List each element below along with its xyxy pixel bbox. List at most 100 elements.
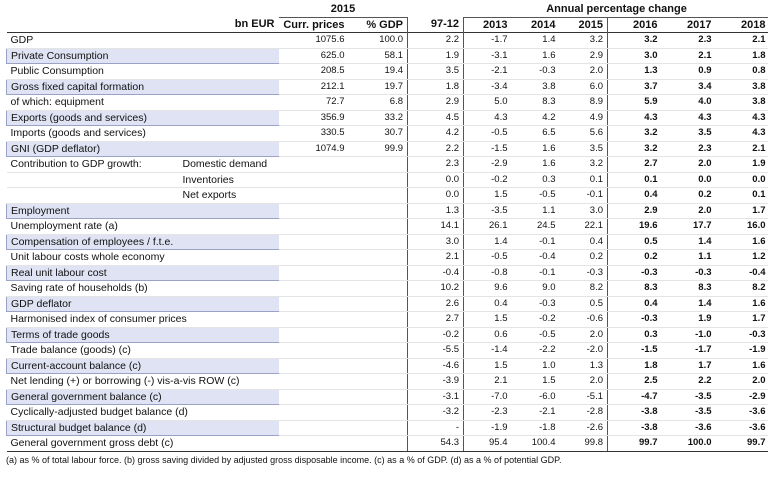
- cell-curr-prices: [279, 343, 349, 359]
- row-label: [7, 188, 179, 204]
- cell-year-value: -3.6: [662, 420, 716, 436]
- col-curr-prices-header: Curr. prices: [279, 17, 349, 33]
- cell-year-value: 9.0: [512, 281, 560, 297]
- cell-year-value: -0.2: [512, 312, 560, 328]
- col-year-header: 2014: [512, 17, 560, 33]
- row-label: Trade balance (goods) (c): [7, 343, 179, 359]
- cell-year-value: 1.5: [464, 188, 512, 204]
- cell-year-value: 4.3: [464, 110, 512, 126]
- row-sublabel: [179, 358, 279, 374]
- cell-pct-gdp: [349, 188, 408, 204]
- cell-pct-gdp: [349, 219, 408, 235]
- header-row-groups: 2015 Annual percentage change: [7, 2, 768, 17]
- col-year-header: 2016: [608, 17, 662, 33]
- cell-year-value: -2.0: [560, 343, 608, 359]
- row-sublabel: Net exports: [179, 188, 279, 204]
- cell-year-value: 0.3: [512, 172, 560, 188]
- cell-year-value: 1.1: [512, 203, 560, 219]
- cell-year-value: 1.6: [512, 141, 560, 157]
- cell-year-value: -0.1: [560, 188, 608, 204]
- cell-year-value: 3.2: [608, 126, 662, 142]
- cell-curr-prices: 1074.9: [279, 141, 349, 157]
- cell-year-value: 0.0: [662, 172, 716, 188]
- row-sublabel: Inventories: [179, 172, 279, 188]
- cell-year-value: -1.0: [662, 327, 716, 343]
- row-label: Exports (goods and services): [7, 110, 179, 126]
- cell-year-value: 99.8: [560, 436, 608, 452]
- row-label: Saving rate of households (b): [7, 281, 179, 297]
- cell-curr-prices: [279, 420, 349, 436]
- cell-year-value: 2.9: [560, 48, 608, 64]
- row-label: Contribution to GDP growth:: [7, 157, 179, 173]
- col-year-header: 2017: [662, 17, 716, 33]
- cell-year-value: -0.4: [512, 250, 560, 266]
- cell-9712: 2.2: [408, 33, 464, 49]
- cell-year-value: 4.3: [716, 126, 768, 142]
- cell-year-value: -0.1: [512, 265, 560, 281]
- cell-year-value: 0.4: [608, 296, 662, 312]
- cell-pct-gdp: [349, 405, 408, 421]
- cell-year-value: 4.2: [512, 110, 560, 126]
- cell-9712: -: [408, 420, 464, 436]
- row-sublabel: [179, 420, 279, 436]
- row-label: Unemployment rate (a): [7, 219, 179, 235]
- cell-curr-prices: [279, 389, 349, 405]
- row-label: General government balance (c): [7, 389, 179, 405]
- cell-pct-gdp: [349, 420, 408, 436]
- cell-year-value: -2.9: [464, 157, 512, 173]
- cell-9712: 2.9: [408, 95, 464, 111]
- cell-year-value: 2.0: [716, 374, 768, 390]
- cell-year-value: -0.5: [464, 250, 512, 266]
- cell-year-value: -5.1: [560, 389, 608, 405]
- cell-year-value: 16.0: [716, 219, 768, 235]
- table-row: Net lending (+) or borrowing (-) vis-a-v…: [7, 374, 768, 390]
- cell-pct-gdp: [349, 250, 408, 266]
- cell-pct-gdp: 33.2: [349, 110, 408, 126]
- cell-year-value: 6.5: [512, 126, 560, 142]
- cell-year-value: 99.7: [716, 436, 768, 452]
- row-label: of which: equipment: [7, 95, 179, 111]
- cell-9712: 1.3: [408, 203, 464, 219]
- cell-year-value: 0.2: [608, 250, 662, 266]
- cell-year-value: -1.8: [512, 420, 560, 436]
- cell-year-value: 0.9: [662, 64, 716, 80]
- row-sublabel: [179, 281, 279, 297]
- cell-year-value: -3.5: [662, 405, 716, 421]
- cell-year-value: 1.0: [512, 358, 560, 374]
- cell-year-value: 4.3: [662, 110, 716, 126]
- row-sublabel: [179, 234, 279, 250]
- row-label: Imports (goods and services): [7, 126, 179, 142]
- cell-9712: -3.1: [408, 389, 464, 405]
- cell-pct-gdp: [349, 157, 408, 173]
- cell-year-value: 0.6: [464, 327, 512, 343]
- cell-pct-gdp: [349, 343, 408, 359]
- cell-year-value: 3.5: [662, 126, 716, 142]
- cell-year-value: 1.4: [662, 234, 716, 250]
- cell-year-value: -2.2: [512, 343, 560, 359]
- cell-year-value: 1.4: [464, 234, 512, 250]
- cell-curr-prices: [279, 296, 349, 312]
- cell-pct-gdp: 100.0: [349, 33, 408, 49]
- cell-year-value: 2.1: [464, 374, 512, 390]
- cell-9712: 14.1: [408, 219, 464, 235]
- cell-9712: 1.8: [408, 79, 464, 95]
- cell-year-value: 1.3: [608, 64, 662, 80]
- cell-year-value: 2.7: [608, 157, 662, 173]
- cell-year-value: 3.0: [608, 48, 662, 64]
- cell-year-value: 1.6: [716, 234, 768, 250]
- cell-9712: 2.6: [408, 296, 464, 312]
- cell-curr-prices: [279, 172, 349, 188]
- cell-pct-gdp: [349, 358, 408, 374]
- cell-9712: 54.3: [408, 436, 464, 452]
- cell-curr-prices: [279, 358, 349, 374]
- row-label: Employment: [7, 203, 179, 219]
- cell-year-value: 1.7: [716, 203, 768, 219]
- cell-year-value: 3.8: [716, 79, 768, 95]
- cell-9712: -3.2: [408, 405, 464, 421]
- cell-curr-prices: [279, 312, 349, 328]
- cell-year-value: 2.3: [662, 141, 716, 157]
- cell-year-value: 4.9: [560, 110, 608, 126]
